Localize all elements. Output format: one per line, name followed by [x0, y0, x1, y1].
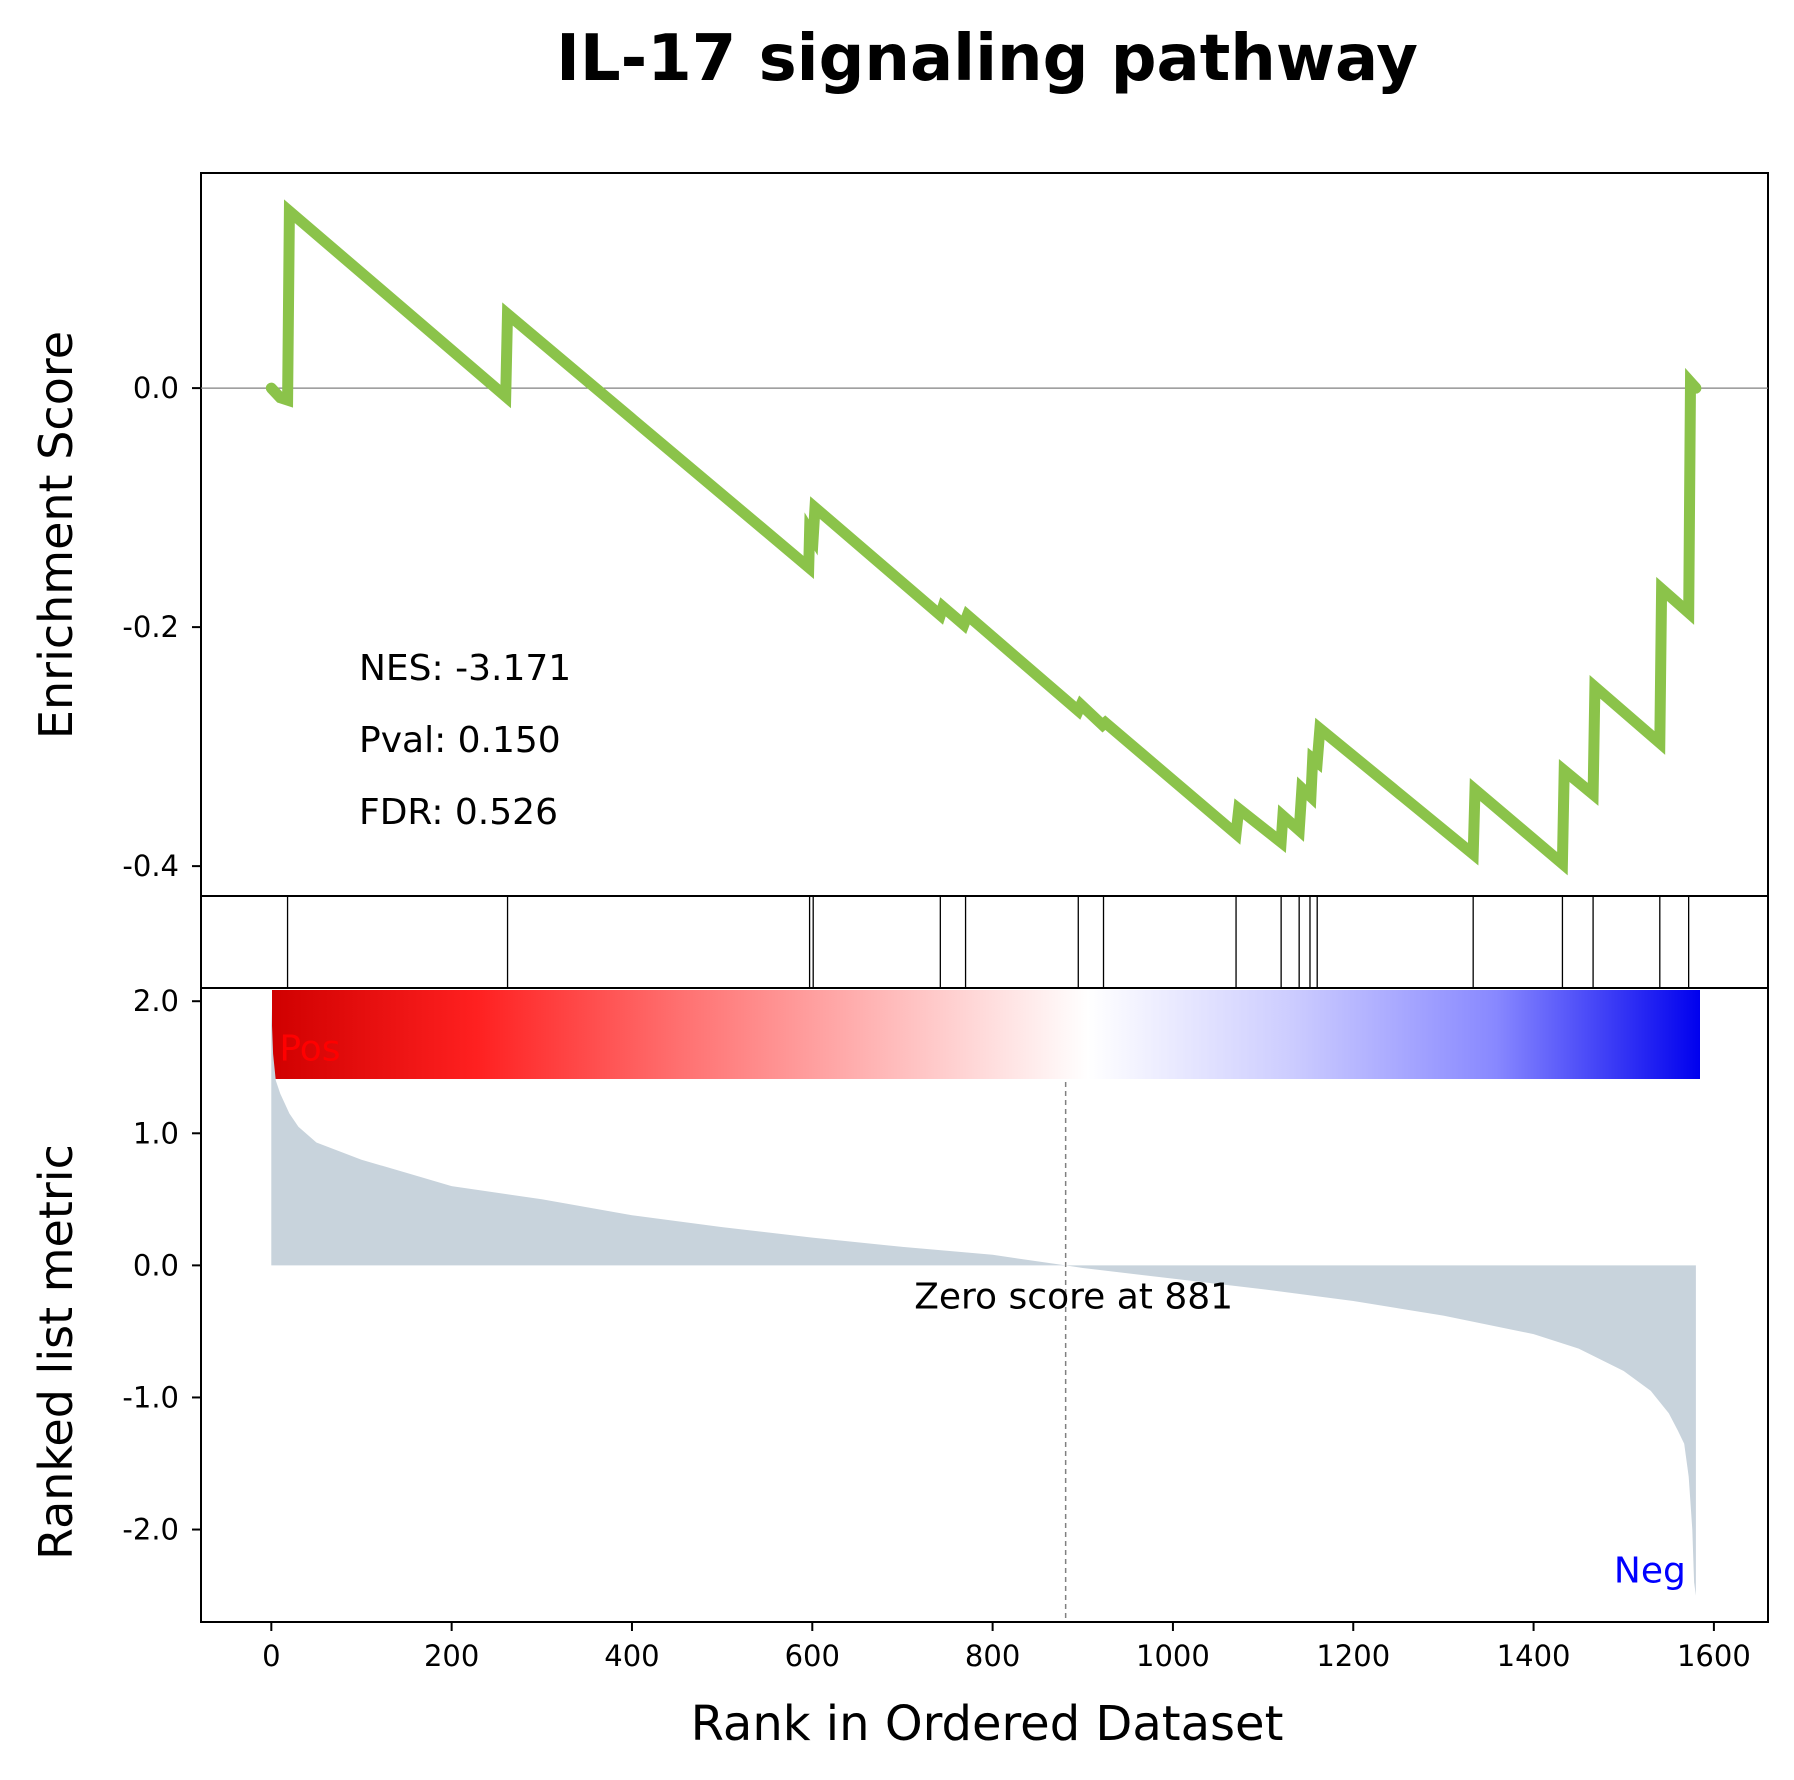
pos-label: Pos [279, 1029, 340, 1070]
hit-lines [286, 896, 1690, 988]
x-tick-label: 1200 [1316, 1639, 1390, 1673]
hits-panel [200, 895, 1769, 989]
ranked-metric-panel: 2.01.00.0-1.0-2.0 Zero score at 881 Pos … [29, 984, 1769, 1623]
zero-score-label: Zero score at 881 [914, 1276, 1233, 1317]
ranked-y-axis-label: Ranked list metric [29, 1144, 83, 1560]
ranked-y-ticks: 2.0 1.0 0.0 -1.0 -2.0 [122, 984, 201, 1547]
x-tick-label: 1600 [1677, 1639, 1751, 1673]
ranked-y-tick-label: 2.0 [133, 984, 179, 1018]
x-tick-label: 200 [424, 1639, 479, 1673]
ranked-panel-frame [200, 987, 1769, 1623]
enrichment-score-line [265, 199, 1702, 876]
x-axis-ticks: 0 200 400 600 800 1000 1200 1400 1600 [262, 1622, 1751, 1673]
enrichment-y-tick-label: 0.0 [133, 371, 179, 405]
rank-colorbar [272, 990, 1700, 1079]
pval-label: Pval: 0.150 [359, 720, 561, 761]
x-tick-label: 600 [785, 1639, 840, 1673]
x-tick-label: 1000 [1136, 1639, 1210, 1673]
ranked-metric-fill [271, 1007, 1696, 1596]
enrichment-y-tick-label: -0.2 [122, 610, 179, 644]
enrichment-y-ticks: 0.0 -0.2 -0.4 [122, 371, 201, 883]
enrichment-y-axis-label: Enrichment Score [29, 331, 83, 739]
ranked-y-tick-label: -1.0 [122, 1380, 179, 1414]
x-tick-label: 0 [262, 1639, 280, 1673]
enrichment-y-tick-label: -0.4 [122, 849, 179, 883]
fdr-label: FDR: 0.526 [359, 792, 558, 833]
x-tick-label: 400 [604, 1639, 659, 1673]
enrichment-panel: 0.0 -0.2 -0.4 NES: -3.171 Pval: 0.150 FDR:… [29, 172, 1769, 897]
ranked-y-tick-label: 1.0 [133, 1116, 179, 1150]
x-tick-label: 1400 [1497, 1639, 1571, 1673]
ranked-y-tick-label: -2.0 [122, 1513, 179, 1547]
ranked-y-tick-label: 0.0 [133, 1248, 179, 1282]
enrichment-panel-frame [200, 172, 1769, 897]
neg-label: Neg [1614, 1550, 1686, 1591]
x-tick-label: 800 [965, 1639, 1020, 1673]
chart-title: IL-17 signaling pathway [556, 22, 1418, 96]
hits-panel-frame [200, 895, 1769, 989]
nes-label: NES: -3.171 [359, 648, 571, 689]
x-axis-label: Rank in Ordered Dataset [691, 1696, 1284, 1752]
